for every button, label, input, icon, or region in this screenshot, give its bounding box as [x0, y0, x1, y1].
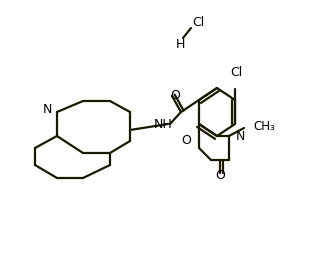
Text: O: O — [170, 89, 180, 102]
Text: CH₃: CH₃ — [253, 119, 275, 133]
Text: O: O — [215, 169, 225, 182]
Text: N: N — [43, 103, 52, 116]
Text: O: O — [181, 133, 191, 147]
Text: H: H — [175, 38, 185, 51]
Text: N: N — [236, 130, 245, 142]
Text: NH: NH — [154, 118, 172, 131]
Text: Cl: Cl — [192, 16, 204, 28]
Text: Cl: Cl — [230, 66, 242, 78]
